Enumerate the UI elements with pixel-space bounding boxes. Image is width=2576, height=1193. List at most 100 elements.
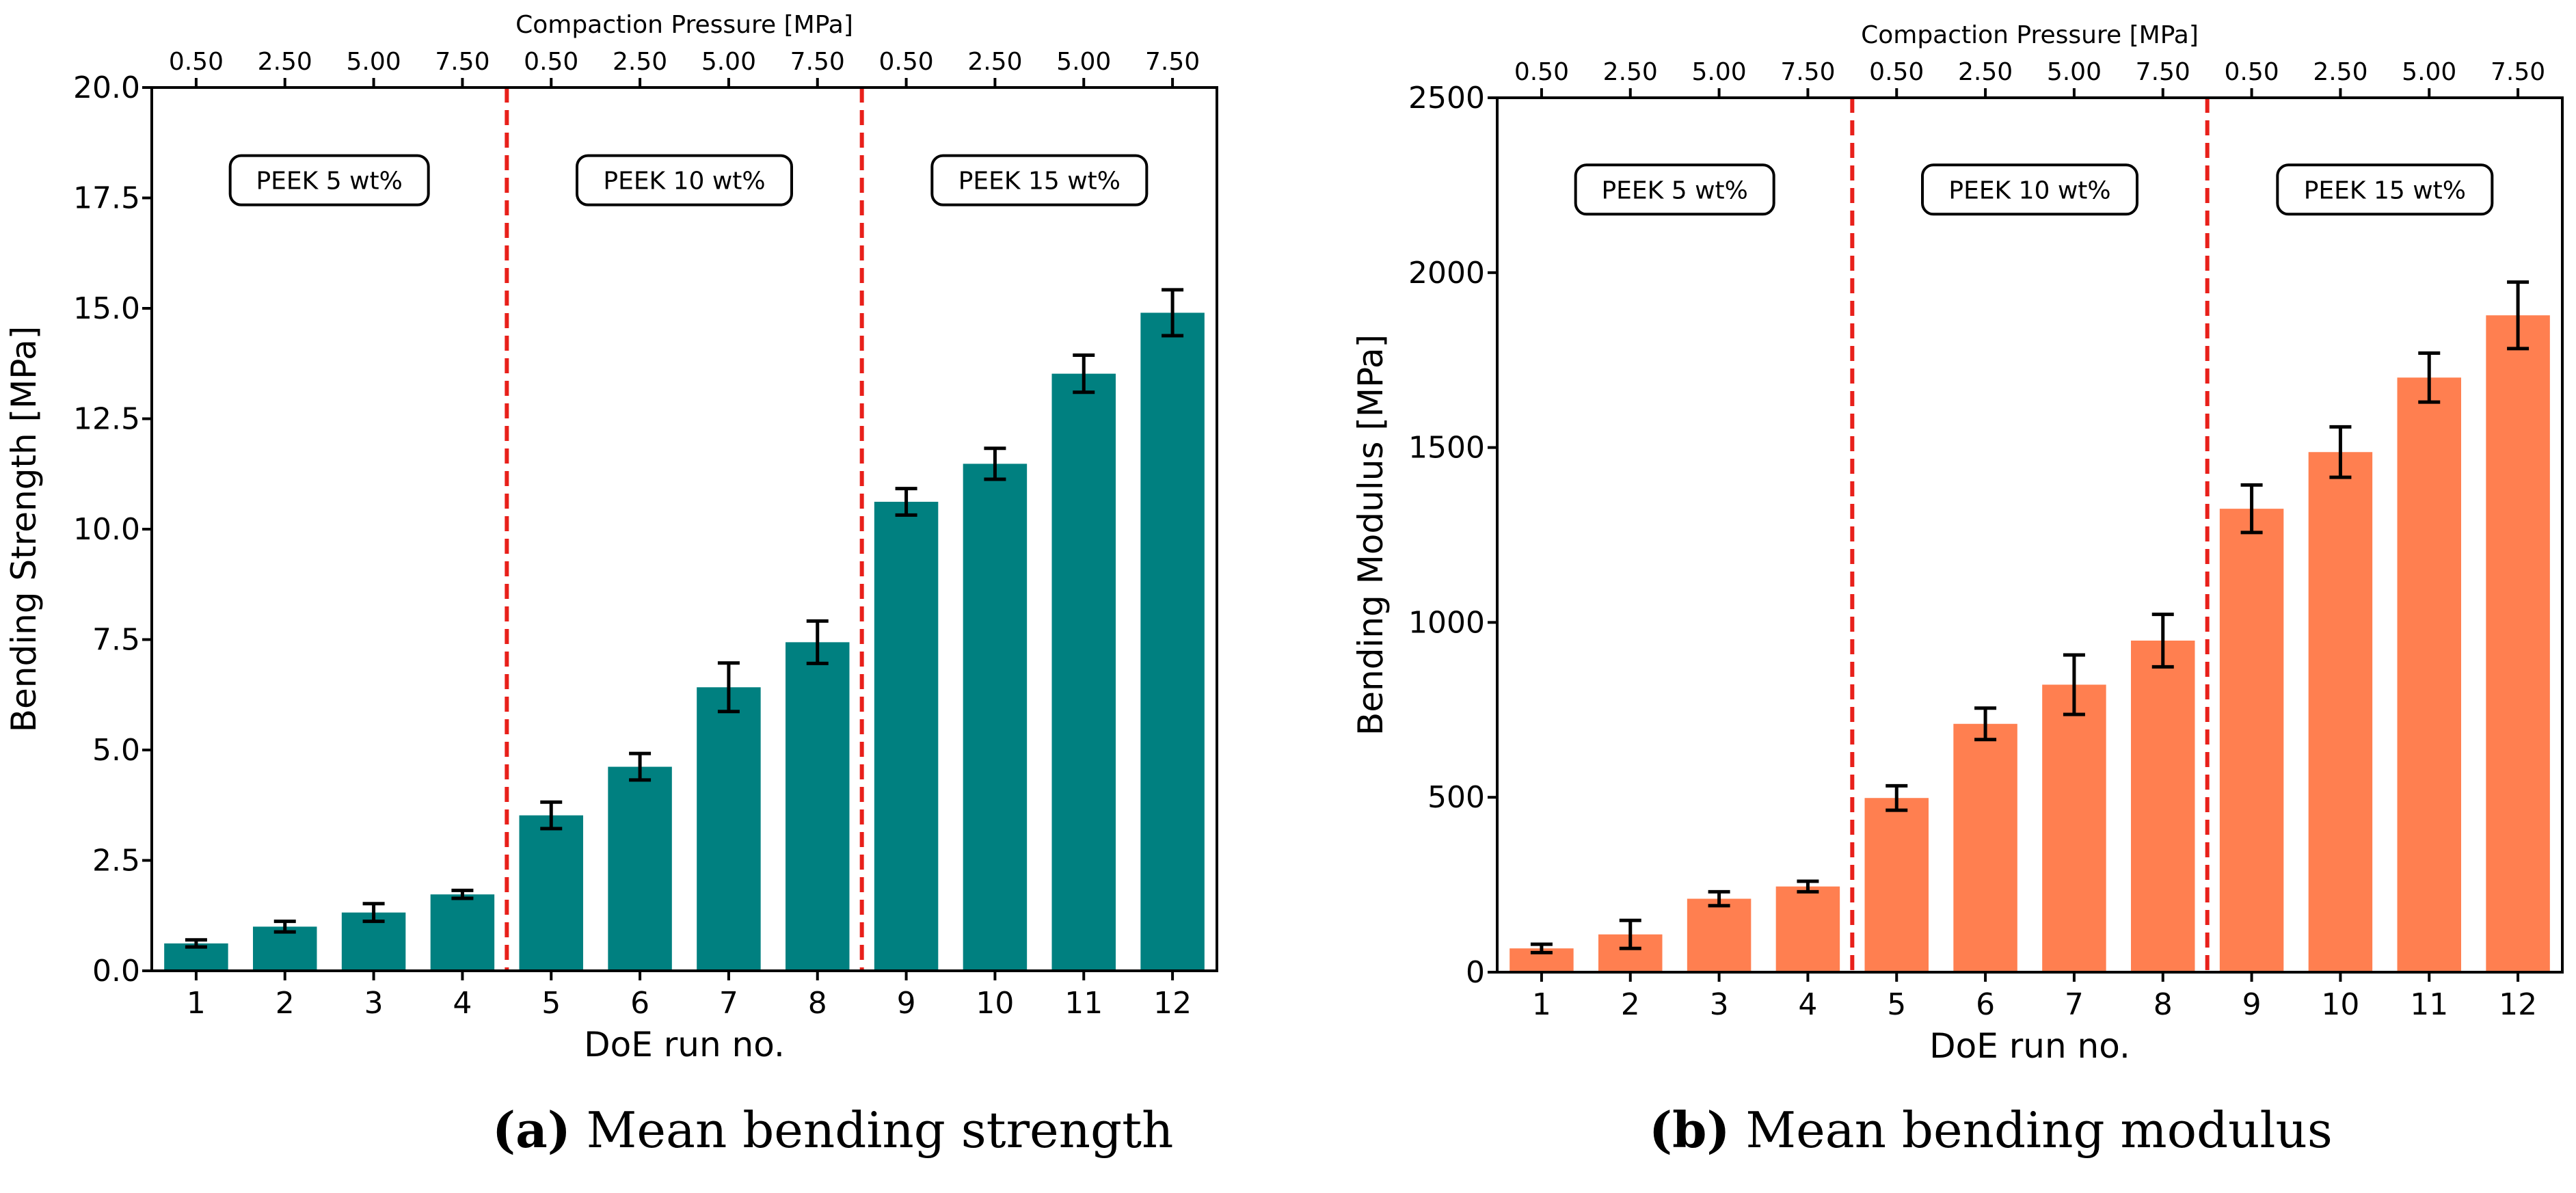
y-tick-label: 1000 xyxy=(1408,605,1485,640)
top-tick-label: 5.00 xyxy=(347,48,401,76)
error-bar-7 xyxy=(2063,653,2085,716)
error-bar-4 xyxy=(451,888,474,900)
top-tick-label: 7.50 xyxy=(435,48,489,76)
y-tick-label: 20.0 xyxy=(73,70,140,105)
bar-6 xyxy=(1953,723,2017,972)
y-tick-label: 15.0 xyxy=(73,291,140,326)
y-tick-label: 5.0 xyxy=(92,733,140,768)
bar-8 xyxy=(2131,641,2195,972)
error-bar-8 xyxy=(2151,613,2174,669)
y-tick-label: 10.0 xyxy=(73,512,140,547)
error-bar-4 xyxy=(1797,879,1819,894)
group-label-1: PEEK 5 wt% xyxy=(1574,163,1775,216)
group-label-text: PEEK 10 wt% xyxy=(603,167,765,196)
top-tick-label: 0.50 xyxy=(524,48,578,76)
x-tick-label: 2 xyxy=(276,986,295,1021)
x-tick-label: 1 xyxy=(1532,987,1551,1022)
caption-b-text: Mean bending modulus xyxy=(1730,1101,2333,1159)
error-bar-11 xyxy=(1073,353,1095,394)
y-tick-label: 17.5 xyxy=(73,181,140,216)
x-tick-label: 1 xyxy=(187,986,206,1021)
x-tick-label: 4 xyxy=(453,986,472,1021)
error-bar-6 xyxy=(1974,706,1997,742)
top-axis-label: Compaction Pressure [MPa] xyxy=(515,11,853,39)
bar-6 xyxy=(608,766,672,971)
y-tick-label: 7.5 xyxy=(92,623,140,658)
caption-b: (b) Mean bending modulus xyxy=(1649,1101,2333,1159)
error-bar-8 xyxy=(806,619,829,665)
bar-10 xyxy=(963,464,1028,971)
x-tick-label: 7 xyxy=(719,986,738,1021)
top-tick-label: 2.50 xyxy=(967,48,1022,76)
x-tick-label: 5 xyxy=(1887,987,1906,1022)
top-tick-label: 5.00 xyxy=(1056,48,1111,76)
x-tick-label: 11 xyxy=(2410,987,2448,1022)
caption-a: (a) Mean bending strength xyxy=(492,1101,1173,1159)
group-label-text: PEEK 5 wt% xyxy=(1601,176,1747,204)
x-tick-label: 9 xyxy=(897,986,916,1021)
group-label-3: PEEK 15 wt% xyxy=(930,154,1149,206)
bar-7 xyxy=(2042,684,2106,972)
bar-2 xyxy=(253,926,317,971)
y-tick-label: 2500 xyxy=(1408,81,1485,116)
error-bar-1 xyxy=(1530,942,1553,954)
x-tick-label: 2 xyxy=(1621,987,1640,1022)
x-tick-label: 10 xyxy=(2321,987,2359,1022)
y-tick-label: 500 xyxy=(1427,780,1485,815)
error-bar-9 xyxy=(895,487,917,517)
error-bar-5 xyxy=(540,800,563,831)
bar-9 xyxy=(2219,509,2284,972)
bar-11 xyxy=(1051,373,1116,971)
group-label-box xyxy=(2276,163,2494,216)
top-tick-label: 2.50 xyxy=(1603,58,1658,86)
error-bar-10 xyxy=(984,446,1006,481)
top-tick-label: 2.50 xyxy=(258,48,312,76)
top-tick-label: 7.50 xyxy=(1780,58,1835,86)
error-bar-12 xyxy=(2507,280,2530,351)
x-tick-label: 6 xyxy=(630,986,649,1021)
bar-12 xyxy=(2486,315,2550,972)
top-tick-label: 7.50 xyxy=(2491,58,2545,86)
top-tick-label: 0.50 xyxy=(169,48,224,76)
y-axis-label: Bending Strength [MPa] xyxy=(4,326,44,733)
x-axis-label: DoE run no. xyxy=(1929,1026,2130,1066)
error-bar-10 xyxy=(2329,425,2352,479)
caption-a-text: Mean bending strength xyxy=(570,1101,1174,1159)
x-tick-label: 4 xyxy=(1798,987,1817,1022)
x-tick-label: 7 xyxy=(2065,987,2084,1022)
x-tick-label: 12 xyxy=(1153,986,1192,1021)
group-label-3: PEEK 15 wt% xyxy=(2276,163,2494,216)
x-tick-label: 9 xyxy=(2242,987,2262,1022)
group-label-text: PEEK 10 wt% xyxy=(1948,176,2110,204)
top-tick-label: 0.50 xyxy=(879,48,934,76)
group-label-box xyxy=(228,154,430,206)
top-tick-label: 2.50 xyxy=(2313,58,2367,86)
y-axis-label: Bending Modulus [MPa] xyxy=(1351,334,1391,736)
error-bar-6 xyxy=(629,751,652,782)
error-bar-3 xyxy=(1708,889,1730,908)
error-bar-3 xyxy=(362,902,385,924)
top-tick-label: 0.50 xyxy=(1869,58,1924,86)
group-label-2: PEEK 10 wt% xyxy=(1921,163,2138,216)
x-tick-label: 3 xyxy=(1710,987,1729,1022)
top-tick-label: 5.00 xyxy=(701,48,756,76)
x-axis-label: DoE run no. xyxy=(584,1025,785,1064)
error-bar-11 xyxy=(2418,351,2441,404)
top-tick-label: 7.50 xyxy=(1145,48,1200,76)
group-label-1: PEEK 5 wt% xyxy=(228,154,430,206)
x-tick-label: 8 xyxy=(2154,987,2173,1022)
y-tick-label: 2.5 xyxy=(92,844,140,879)
bar-3 xyxy=(1687,898,1752,972)
top-tick-label: 7.50 xyxy=(790,48,845,76)
bar-5 xyxy=(519,815,583,971)
x-tick-label: 6 xyxy=(1976,987,1995,1022)
bar-7 xyxy=(697,687,761,971)
bar-4 xyxy=(430,894,495,971)
y-tick-label: 0 xyxy=(1466,955,1485,990)
plot-frame xyxy=(1496,96,2564,974)
error-bar-5 xyxy=(1886,783,1908,812)
top-tick-label: 5.00 xyxy=(2402,58,2456,86)
x-tick-label: 5 xyxy=(541,986,561,1021)
